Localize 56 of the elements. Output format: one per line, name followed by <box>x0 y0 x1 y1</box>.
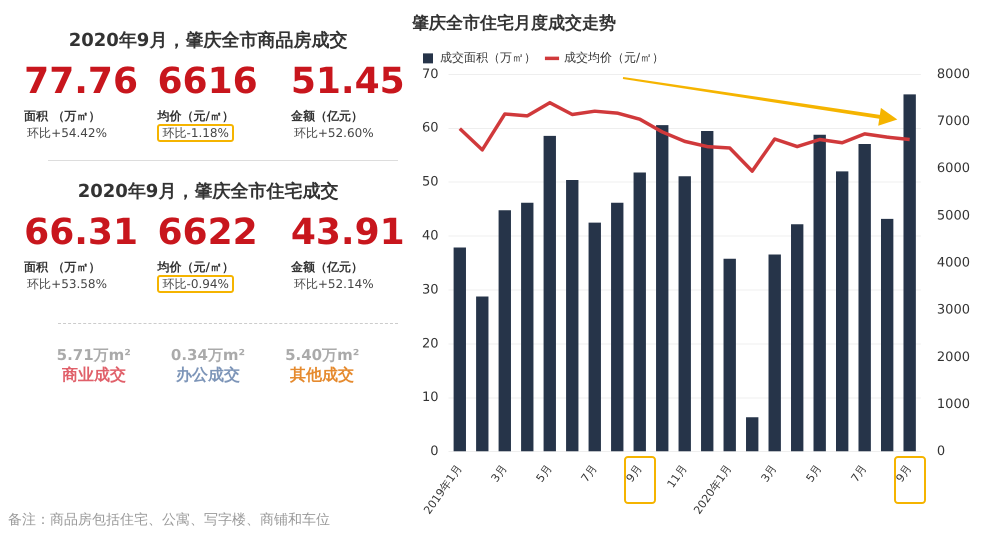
y2-tick-label: 0 <box>936 444 946 460</box>
text: 商业成交 <box>60 365 127 386</box>
text: 均价（元/㎡） <box>157 259 235 276</box>
y-tick-label: 10 <box>422 390 439 406</box>
text: 面积 （万㎡） <box>24 259 102 276</box>
text: 备注：商品房包括住宅、公寓、写字楼、商铺和车位 <box>8 511 330 529</box>
legend-label: 成交面积（万㎡） <box>440 50 536 65</box>
y2-tick-label: 8000 <box>936 66 970 82</box>
text: 金额（亿元） <box>290 259 364 276</box>
text: 金额（亿元） <box>290 108 364 125</box>
text: 环比+54.42% <box>26 126 108 140</box>
chart-title: 肇庆全市住宅月度成交走势 <box>411 14 616 34</box>
x-tick-label: 3月 <box>488 462 510 485</box>
y-tick-label: 60 <box>422 120 439 136</box>
text: 77.76 <box>24 60 140 104</box>
y2-tick-label: 6000 <box>936 161 970 176</box>
x-tick-label: 9月 <box>893 462 914 485</box>
text: 环比-0.94% <box>157 275 234 293</box>
text: 面积 （万㎡） <box>24 108 102 125</box>
text: 6616 <box>157 60 259 104</box>
x-tick-label: 7月 <box>848 462 870 485</box>
y-tick-label: 20 <box>422 336 439 352</box>
text: 环比+52.60% <box>292 126 375 140</box>
text: 6622 <box>157 211 259 255</box>
y-tick-label: 30 <box>422 282 439 298</box>
text: 43.91 <box>290 211 406 255</box>
text: 5.71万m² <box>56 346 131 365</box>
legend-label: 成交均价（元/㎡） <box>564 50 664 65</box>
y2-tick-label: 7000 <box>936 114 970 129</box>
x-tick-label: 5月 <box>534 462 555 485</box>
text: 2020年9月，肇庆全市商品房成交 <box>68 29 348 52</box>
x-tick-label: 9月 <box>624 462 645 485</box>
y2-tick-label: 2000 <box>936 350 970 365</box>
y2-tick-label: 3000 <box>936 302 970 318</box>
text: 环比+53.58% <box>26 277 108 291</box>
text: 环比+52.14% <box>292 277 375 291</box>
text: 办公成交 <box>174 365 241 386</box>
text: 环比-1.18% <box>157 124 234 142</box>
x-tick-label: 3月 <box>758 462 780 485</box>
x-tick-label: 7月 <box>578 462 600 485</box>
y-tick-label: 40 <box>422 228 439 244</box>
text: 2020年9月，肇庆全市住宅成交 <box>76 180 340 203</box>
text: 均价（元/㎡） <box>157 108 235 125</box>
x-tick-label: 5月 <box>804 462 824 485</box>
y2-tick-label: 5000 <box>936 208 970 224</box>
text: 5.40万m² <box>285 346 360 365</box>
y2-tick-label: 1000 <box>936 396 970 412</box>
y2-tick-label: 4000 <box>936 255 970 270</box>
x-tick-label: 11月 <box>664 462 690 490</box>
y-tick-label: 70 <box>422 66 439 82</box>
text: 0.34万m² <box>170 346 246 365</box>
text: 51.45 <box>290 60 406 104</box>
text: 66.31 <box>24 211 140 255</box>
text: 其他成交 <box>289 365 356 386</box>
y-tick-label: 50 <box>422 174 439 190</box>
y-tick-label: 0 <box>430 444 439 460</box>
